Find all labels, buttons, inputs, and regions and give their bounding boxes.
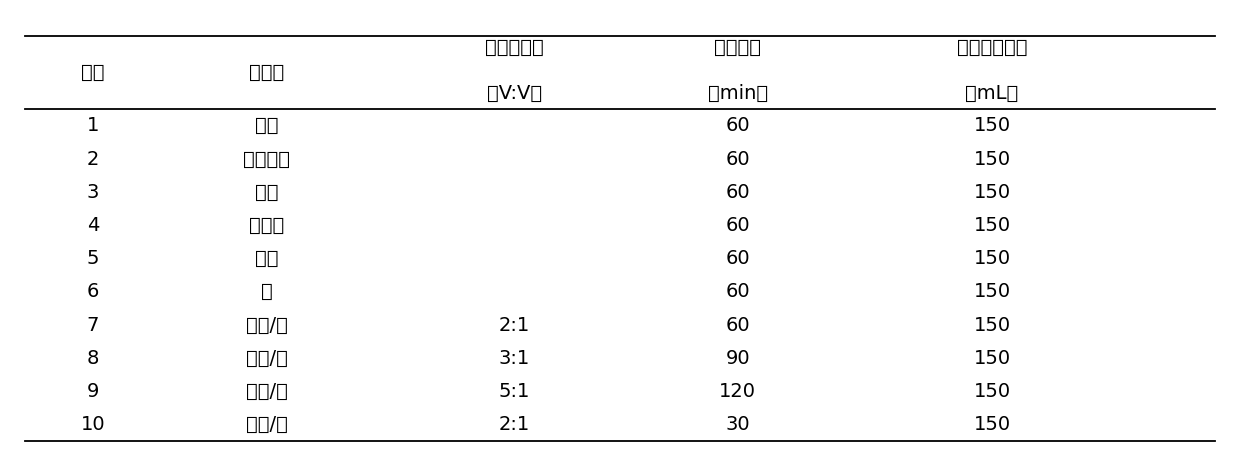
Text: 甲醇/水: 甲醇/水 xyxy=(246,349,288,368)
Text: 正己烷: 正己烷 xyxy=(249,216,284,235)
Text: （min）: （min） xyxy=(708,84,768,103)
Text: 150: 150 xyxy=(973,183,1011,202)
Text: 氯仿: 氯仿 xyxy=(255,183,278,202)
Text: （mL）: （mL） xyxy=(966,84,1018,103)
Text: 150: 150 xyxy=(973,116,1011,135)
Text: 5: 5 xyxy=(87,249,99,268)
Text: 6: 6 xyxy=(87,283,99,301)
Text: 4: 4 xyxy=(87,216,99,235)
Text: 30: 30 xyxy=(725,415,750,434)
Text: 150: 150 xyxy=(973,382,1011,401)
Text: 60: 60 xyxy=(725,116,750,135)
Text: 序号: 序号 xyxy=(82,63,104,82)
Text: 150: 150 xyxy=(973,283,1011,301)
Text: 甲醇/水: 甲醇/水 xyxy=(246,316,288,334)
Text: 甲醇/水: 甲醇/水 xyxy=(246,382,288,401)
Text: 乙酸乙酯: 乙酸乙酯 xyxy=(243,150,290,168)
Text: 提取时间: 提取时间 xyxy=(714,38,761,57)
Text: 2:1: 2:1 xyxy=(498,415,531,434)
Text: 8: 8 xyxy=(87,349,99,368)
Text: 150: 150 xyxy=(973,150,1011,168)
Text: 2:1: 2:1 xyxy=(498,316,531,334)
Text: 150: 150 xyxy=(973,349,1011,368)
Text: 甲醇/水: 甲醇/水 xyxy=(246,415,288,434)
Text: 2: 2 xyxy=(87,150,99,168)
Text: 3:1: 3:1 xyxy=(498,349,531,368)
Text: 60: 60 xyxy=(725,249,750,268)
Text: 水: 水 xyxy=(260,283,273,301)
Text: 提取剂比例: 提取剂比例 xyxy=(485,38,544,57)
Text: （V:V）: （V:V） xyxy=(487,84,542,103)
Text: 150: 150 xyxy=(973,249,1011,268)
Text: 提取剂加入量: 提取剂加入量 xyxy=(957,38,1027,57)
Text: 1: 1 xyxy=(87,116,99,135)
Text: 60: 60 xyxy=(725,216,750,235)
Text: 90: 90 xyxy=(725,349,750,368)
Text: 3: 3 xyxy=(87,183,99,202)
Text: 甲醇: 甲醇 xyxy=(255,116,278,135)
Text: 150: 150 xyxy=(973,216,1011,235)
Text: 60: 60 xyxy=(725,316,750,334)
Text: 150: 150 xyxy=(973,316,1011,334)
Text: 10: 10 xyxy=(81,415,105,434)
Text: 60: 60 xyxy=(725,183,750,202)
Text: 丙酮: 丙酮 xyxy=(255,249,278,268)
Text: 9: 9 xyxy=(87,382,99,401)
Text: 120: 120 xyxy=(719,382,756,401)
Text: 60: 60 xyxy=(725,150,750,168)
Text: 7: 7 xyxy=(87,316,99,334)
Text: 60: 60 xyxy=(725,283,750,301)
Text: 提取剂: 提取剂 xyxy=(249,63,284,82)
Text: 150: 150 xyxy=(973,415,1011,434)
Text: 5:1: 5:1 xyxy=(498,382,531,401)
